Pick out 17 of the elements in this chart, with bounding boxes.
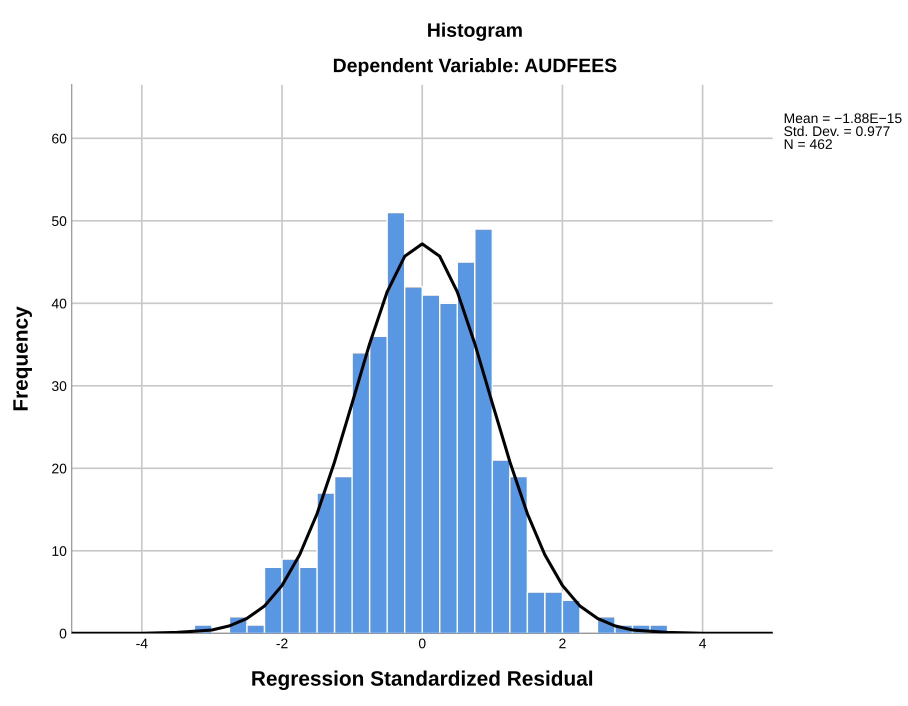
x-tick-label: -2: [276, 638, 288, 648]
y-tick-label: 10: [52, 546, 66, 556]
text: Mean = −1.88E−15 Std. Dev. = 0.977 N = 462: [784, 113, 902, 150]
x-tick-label: 2: [559, 638, 566, 648]
x-axis-title: Regression Standardized Residual: [252, 670, 592, 690]
y-tick-label: 50: [52, 216, 66, 226]
y-axis-title: Frequency: [13, 306, 32, 410]
y-tick-label: 30: [52, 381, 66, 391]
y-tick-label: 40: [52, 298, 66, 308]
x-tick-label: 0: [418, 638, 426, 648]
y-tick-label: 0: [60, 628, 66, 638]
chart-subtitle: Dependent Variable: AUDFEES: [334, 58, 616, 76]
x-tick-label: 4: [699, 638, 706, 648]
y-tick-label: 60: [52, 134, 66, 144]
x-tick-label: -4: [136, 638, 148, 648]
chart-title: Histogram: [428, 22, 522, 41]
y-tick-label: 20: [52, 464, 66, 474]
